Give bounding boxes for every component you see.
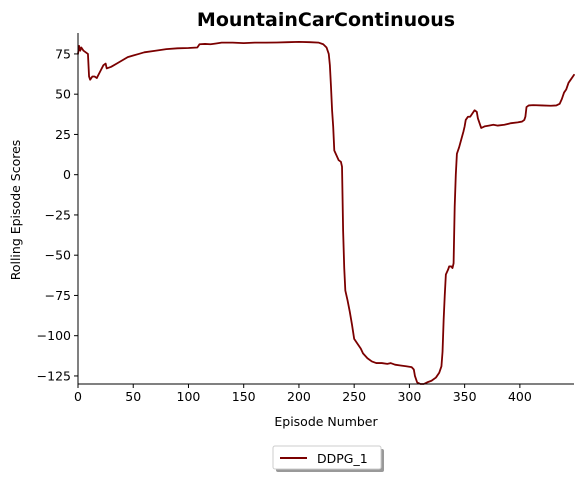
x-tick-label: 250 (342, 389, 366, 404)
y-tick-label: 50 (55, 87, 71, 102)
y-tick-label: 25 (55, 127, 71, 142)
y-tick-label: −25 (45, 207, 71, 222)
x-tick-label: 0 (74, 389, 82, 404)
y-tick-label: 75 (55, 46, 71, 61)
legend[interactable]: DDPG_1 (273, 446, 384, 472)
plot-area (78, 42, 574, 384)
y-axis: −125 −100 −75 −50 −25 0 25 50 75 (37, 33, 78, 384)
x-axis-label: Episode Number (274, 414, 378, 429)
y-tick-label: 0 (63, 167, 71, 182)
y-tick-label: −100 (37, 328, 71, 343)
y-axis-label: Rolling Episode Scores (8, 140, 23, 281)
series-line-ddpg-1 (78, 42, 574, 384)
x-axis: 0 50 100 150 200 250 300 350 400 (74, 384, 574, 404)
x-tick-label: 100 (177, 389, 201, 404)
x-tick-label: 50 (125, 389, 141, 404)
x-tick-label: 350 (453, 389, 477, 404)
legend-label-ddpg-1: DDPG_1 (317, 451, 368, 466)
chart-title: MountainCarContinuous (197, 9, 455, 31)
x-tick-label: 150 (232, 389, 256, 404)
x-tick-label: 400 (508, 389, 532, 404)
y-tick-label: −75 (45, 288, 71, 303)
y-tick-label: −125 (37, 368, 71, 383)
x-tick-label: 300 (397, 389, 421, 404)
x-tick-label: 200 (287, 389, 311, 404)
y-tick-label: −50 (45, 248, 71, 263)
